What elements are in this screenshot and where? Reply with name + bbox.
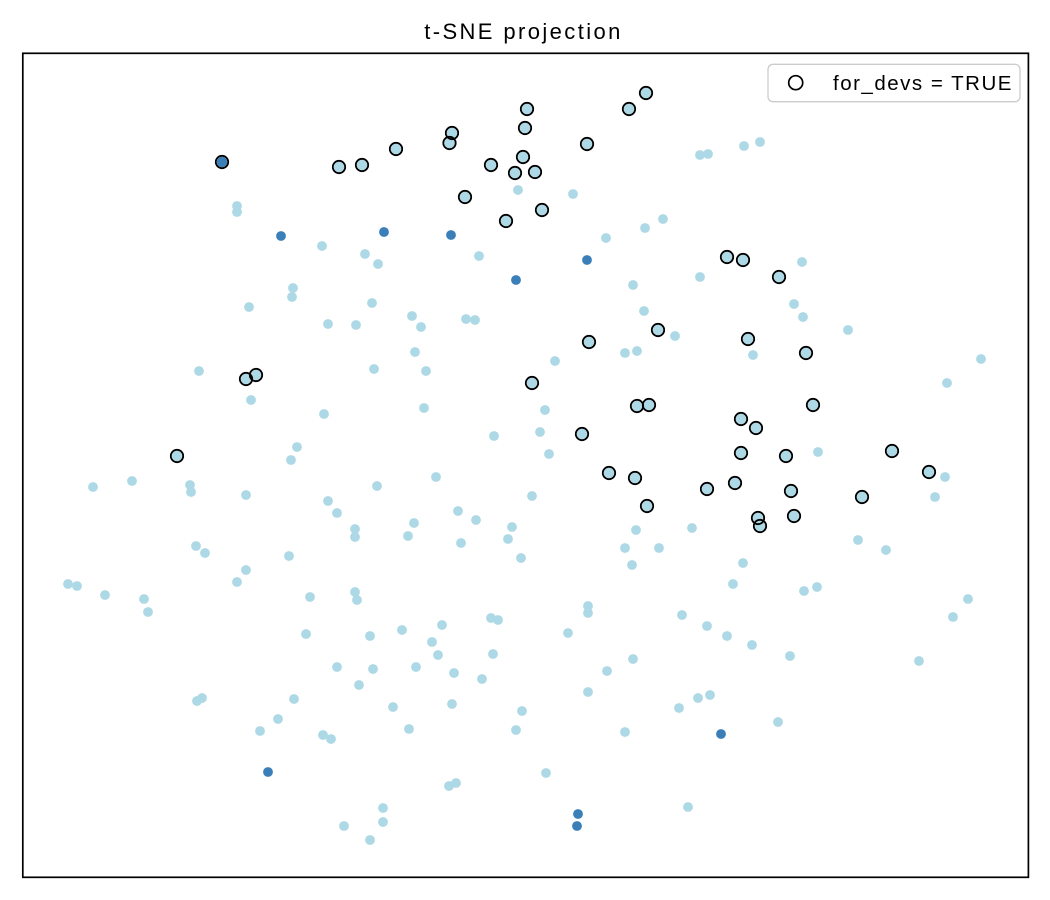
- svg-text:for_devs = TRUE: for_devs = TRUE: [833, 72, 1013, 95]
- svg-text:t-SNE projection: t-SNE projection: [424, 19, 623, 44]
